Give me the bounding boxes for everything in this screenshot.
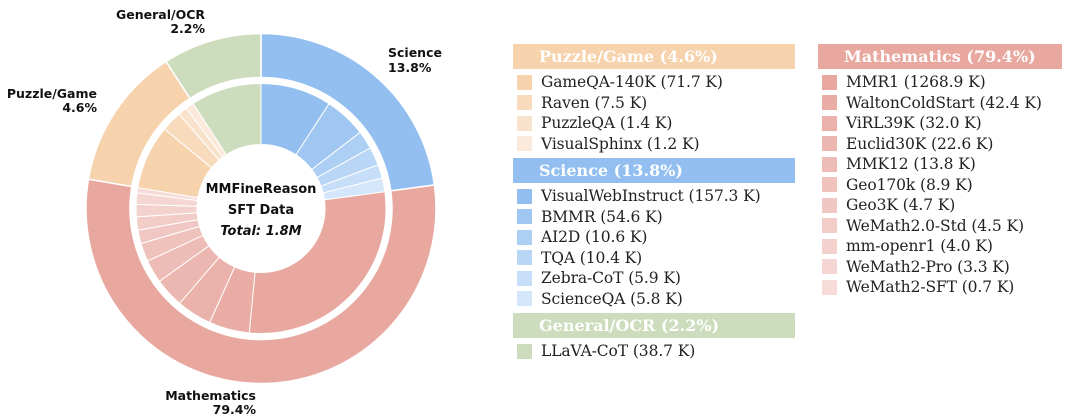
legend-label: LLaVA-CoT (38.7 K) bbox=[541, 342, 696, 361]
legend-item: Geo170k (8.9 K) bbox=[818, 175, 1062, 196]
legend-item: AI2D (10.6 K) bbox=[513, 227, 795, 248]
ring-separator bbox=[130, 77, 392, 340]
legend-items: LLaVA-CoT (38.7 K) bbox=[513, 341, 795, 362]
legend-group-puzzle: Puzzle/Game (4.6%) GameQA-140K (71.7 K) R… bbox=[513, 44, 795, 154]
legend-label: PuzzleQA (1.4 K) bbox=[541, 114, 673, 133]
legend-item: mm-openr1 (4.0 K) bbox=[818, 236, 1062, 257]
legend-items: VisualWebInstruct (157.3 K) BMMR (54.6 K)… bbox=[513, 186, 795, 309]
legend-swatch bbox=[517, 270, 532, 286]
legend-label: ScienceQA (5.8 K) bbox=[541, 289, 683, 308]
legend-items: MMR1 (1268.9 K) WaltonColdStart (42.4 K) V… bbox=[818, 72, 1062, 298]
legend-item: LLaVA-CoT (38.7 K) bbox=[513, 341, 795, 362]
outer-ring bbox=[85, 32, 437, 385]
legend-header-science: Science (13.8%) bbox=[513, 158, 795, 183]
legend-item: VisualSphinx (1.2 K) bbox=[513, 134, 795, 155]
legend-swatch bbox=[517, 188, 532, 204]
legend-swatch bbox=[822, 238, 837, 254]
label-science-name: Science bbox=[388, 45, 442, 60]
legend-item: Geo3K (4.7 K) bbox=[818, 195, 1062, 216]
legend-label: MMR1 (1268.9 K) bbox=[846, 73, 986, 92]
legend-swatch bbox=[517, 209, 532, 225]
legend-group-science: Science (13.8%) VisualWebInstruct (157.3… bbox=[513, 158, 795, 309]
legend-header-puzzle: Puzzle/Game (4.6%) bbox=[513, 44, 795, 69]
legend-label: Zebra-CoT (5.9 K) bbox=[541, 269, 681, 288]
legend-label: VisualWebInstruct (157.3 K) bbox=[541, 187, 761, 206]
legend-swatch bbox=[517, 343, 532, 359]
legend-label: TQA (10.4 K) bbox=[541, 248, 643, 267]
legend-label: GameQA-140K (71.7 K) bbox=[541, 73, 723, 92]
legend-item: WeMath2.0-Std (4.5 K) bbox=[818, 216, 1062, 237]
label-general-percent: 2.2% bbox=[170, 21, 205, 36]
label-mathematics-percent: 79.4% bbox=[213, 402, 257, 417]
legend-item: Raven (7.5 K) bbox=[513, 93, 795, 114]
legend-label: mm-openr1 (4.0 K) bbox=[846, 237, 993, 256]
legend-swatch bbox=[822, 218, 837, 234]
label-mathematics-name: Mathematics bbox=[165, 388, 256, 403]
legend-item: VisualWebInstruct (157.3 K) bbox=[513, 186, 795, 207]
legend-header-mathematics: Mathematics (79.4%) bbox=[818, 44, 1062, 69]
legend-swatch bbox=[517, 250, 532, 266]
legend-item: ViRL39K (32.0 K) bbox=[818, 113, 1062, 134]
nested-donut-chart: MMFineReason SFT Data Total: 1.8M Scienc… bbox=[7, 7, 442, 417]
legend-label: WaltonColdStart (42.4 K) bbox=[846, 93, 1042, 112]
legend-group-general: General/OCR (2.2%) LLaVA-CoT (38.7 K) bbox=[513, 313, 795, 362]
legend-label: BMMR (54.6 K) bbox=[541, 207, 663, 226]
legend-items: GameQA-140K (71.7 K) Raven (7.5 K) PuzzleQ… bbox=[513, 72, 795, 154]
legend-label: WeMath2-Pro (3.3 K) bbox=[846, 257, 1010, 276]
legend-label: ViRL39K (32.0 K) bbox=[846, 114, 982, 133]
legend-swatch bbox=[822, 136, 837, 152]
legend-swatch bbox=[517, 136, 532, 152]
legend-header-general: General/OCR (2.2%) bbox=[513, 313, 795, 338]
label-science-percent: 13.8% bbox=[388, 60, 432, 75]
center-hole bbox=[197, 144, 325, 273]
legend-column-2: Mathematics (79.4%) MMR1 (1268.9 K) Walto… bbox=[818, 44, 1062, 302]
legend-swatch bbox=[822, 95, 837, 111]
legend-item: ScienceQA (5.8 K) bbox=[513, 289, 795, 310]
legend-column-1: Puzzle/Game (4.6%) GameQA-140K (71.7 K) R… bbox=[513, 44, 795, 366]
legend-swatch bbox=[822, 259, 837, 275]
legend-swatch bbox=[517, 115, 532, 131]
legend-label: Euclid30K (22.6 K) bbox=[846, 134, 994, 153]
center-total: Total: 1.8M bbox=[220, 224, 301, 239]
legend-item: Euclid30K (22.6 K) bbox=[818, 134, 1062, 155]
legend-swatch bbox=[822, 279, 837, 295]
legend-label: MMK12 (13.8 K) bbox=[846, 155, 976, 174]
legend-swatch bbox=[822, 156, 837, 172]
label-puzzle-name: Puzzle/Game bbox=[7, 86, 97, 101]
legend-label: WeMath2-SFT (0.7 K) bbox=[846, 278, 1015, 297]
category-labels: Science 13.8% Mathematics 79.4% Puzzle/G… bbox=[7, 7, 442, 417]
inner-ring bbox=[135, 82, 387, 334]
legend-label: AI2D (10.6 K) bbox=[541, 228, 648, 247]
legend-item: WeMath2-SFT (0.7 K) bbox=[818, 277, 1062, 298]
legend-label: Geo3K (4.7 K) bbox=[846, 196, 956, 215]
legend-swatch bbox=[822, 177, 837, 193]
legend-item: PuzzleQA (1.4 K) bbox=[513, 113, 795, 134]
center-subtitle: SFT Data bbox=[228, 203, 294, 218]
legend-item: TQA (10.4 K) bbox=[513, 248, 795, 269]
legend-item: WeMath2-Pro (3.3 K) bbox=[818, 257, 1062, 278]
legend-item: Zebra-CoT (5.9 K) bbox=[513, 268, 795, 289]
label-puzzle-percent: 4.6% bbox=[62, 100, 97, 115]
legend-item: BMMR (54.6 K) bbox=[513, 207, 795, 228]
legend-label: Raven (7.5 K) bbox=[541, 93, 648, 112]
center-label: MMFineReason SFT Data Total: 1.8M bbox=[206, 182, 317, 239]
legend-swatch bbox=[517, 229, 532, 245]
legend-item: GameQA-140K (71.7 K) bbox=[513, 72, 795, 93]
legend-swatch bbox=[822, 115, 837, 131]
legend-label: Geo170k (8.9 K) bbox=[846, 175, 973, 194]
legend-swatch bbox=[517, 74, 532, 90]
legend-swatch bbox=[822, 74, 837, 90]
legend-item: WaltonColdStart (42.4 K) bbox=[818, 93, 1062, 114]
label-general-name: General/OCR bbox=[116, 7, 205, 22]
legend-label: WeMath2.0-Std (4.5 K) bbox=[846, 216, 1024, 235]
legend-item: MMK12 (13.8 K) bbox=[818, 154, 1062, 175]
center-title: MMFineReason bbox=[206, 182, 317, 197]
legend-group-mathematics: Mathematics (79.4%) MMR1 (1268.9 K) Walto… bbox=[818, 44, 1062, 298]
legend-label: VisualSphinx (1.2 K) bbox=[541, 134, 700, 153]
legend-item: MMR1 (1268.9 K) bbox=[818, 72, 1062, 93]
legend-swatch bbox=[517, 291, 532, 307]
legend-swatch bbox=[822, 197, 837, 213]
legend-swatch bbox=[517, 95, 532, 111]
